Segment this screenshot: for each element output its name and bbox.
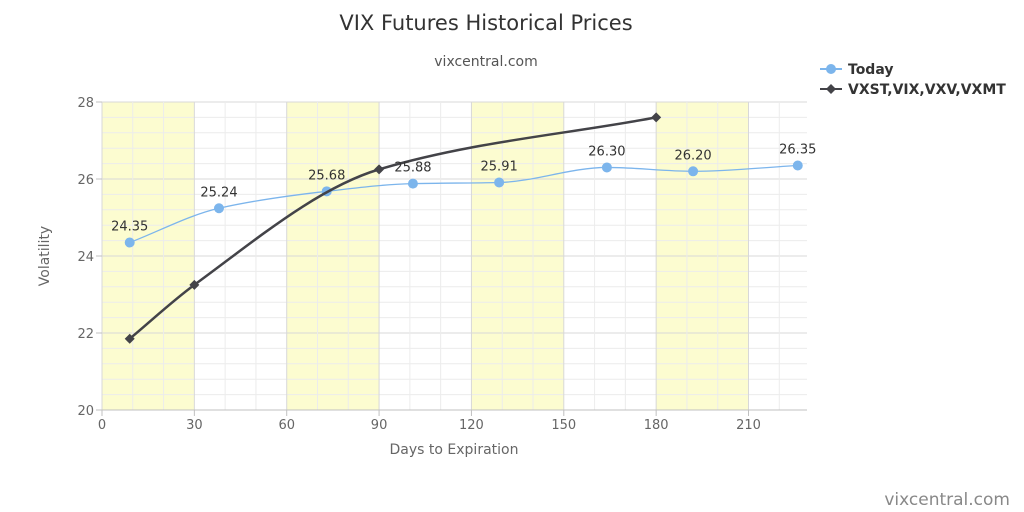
chart-subtitle: vixcentral.com	[434, 54, 537, 70]
x-tick-label: 210	[736, 418, 761, 433]
data-label: 26.30	[588, 144, 625, 159]
legend-item-vix-indices[interactable]: VXST,VIX,VXV,VXMT	[820, 82, 1006, 98]
x-tick-label: 90	[371, 418, 388, 433]
data-label: 25.88	[394, 161, 431, 176]
series-0-point[interactable]	[792, 160, 803, 171]
series-0-point[interactable]	[407, 178, 418, 189]
y-tick-label: 26	[77, 173, 94, 188]
legend-vix-label: VXST,VIX,VXV,VXMT	[848, 82, 1006, 98]
y-tick-label: 20	[77, 404, 94, 419]
credit-link[interactable]: vixcentral.com	[884, 490, 1010, 510]
data-label: 24.35	[111, 220, 148, 235]
series-0-point[interactable]	[213, 203, 224, 214]
series-0-point[interactable]	[688, 166, 699, 177]
legend: Today VXST,VIX,VXV,VXMT	[820, 62, 1006, 98]
legend-item-today[interactable]: Today	[820, 62, 893, 78]
series-1-point[interactable]	[651, 112, 662, 123]
series-0-point[interactable]	[601, 162, 612, 173]
x-tick-label: 60	[278, 418, 295, 433]
legend-vix-marker	[826, 84, 836, 94]
axes: 20 22 24 26 28 0 30 60 90 120 150 180 210	[77, 96, 807, 433]
x-tick-label: 0	[98, 418, 106, 433]
chart-title: VIX Futures Historical Prices	[339, 11, 632, 35]
series-1-point[interactable]	[189, 279, 200, 290]
data-label: 25.91	[481, 159, 518, 174]
data-label: 26.35	[779, 143, 816, 158]
series-0-point[interactable]	[494, 177, 505, 188]
data-labels: 24.35 25.24 25.68 25.88 25.91 26.30 26.20 26.35	[111, 143, 816, 235]
x-tick-label: 150	[551, 418, 576, 433]
legend-today-label: Today	[848, 62, 893, 78]
data-label: 25.24	[200, 185, 237, 200]
x-tick-label: 180	[644, 418, 669, 433]
series-0-point[interactable]	[124, 237, 135, 248]
y-tick-label: 24	[77, 250, 94, 265]
y-tick-label: 28	[77, 96, 94, 111]
x-axis-title: Days to Expiration	[390, 442, 519, 458]
series-layer	[124, 112, 803, 344]
series-1-point[interactable]	[374, 164, 385, 175]
x-tick-label: 30	[186, 418, 203, 433]
series-1-point[interactable]	[124, 333, 135, 344]
legend-today-marker	[826, 64, 836, 74]
y-tick-label: 22	[77, 327, 94, 342]
series-line-1	[128, 116, 657, 340]
data-label: 26.20	[674, 148, 711, 163]
data-label: 25.68	[308, 168, 345, 183]
y-axis-title: Volatility	[37, 226, 53, 286]
x-tick-label: 120	[459, 418, 484, 433]
